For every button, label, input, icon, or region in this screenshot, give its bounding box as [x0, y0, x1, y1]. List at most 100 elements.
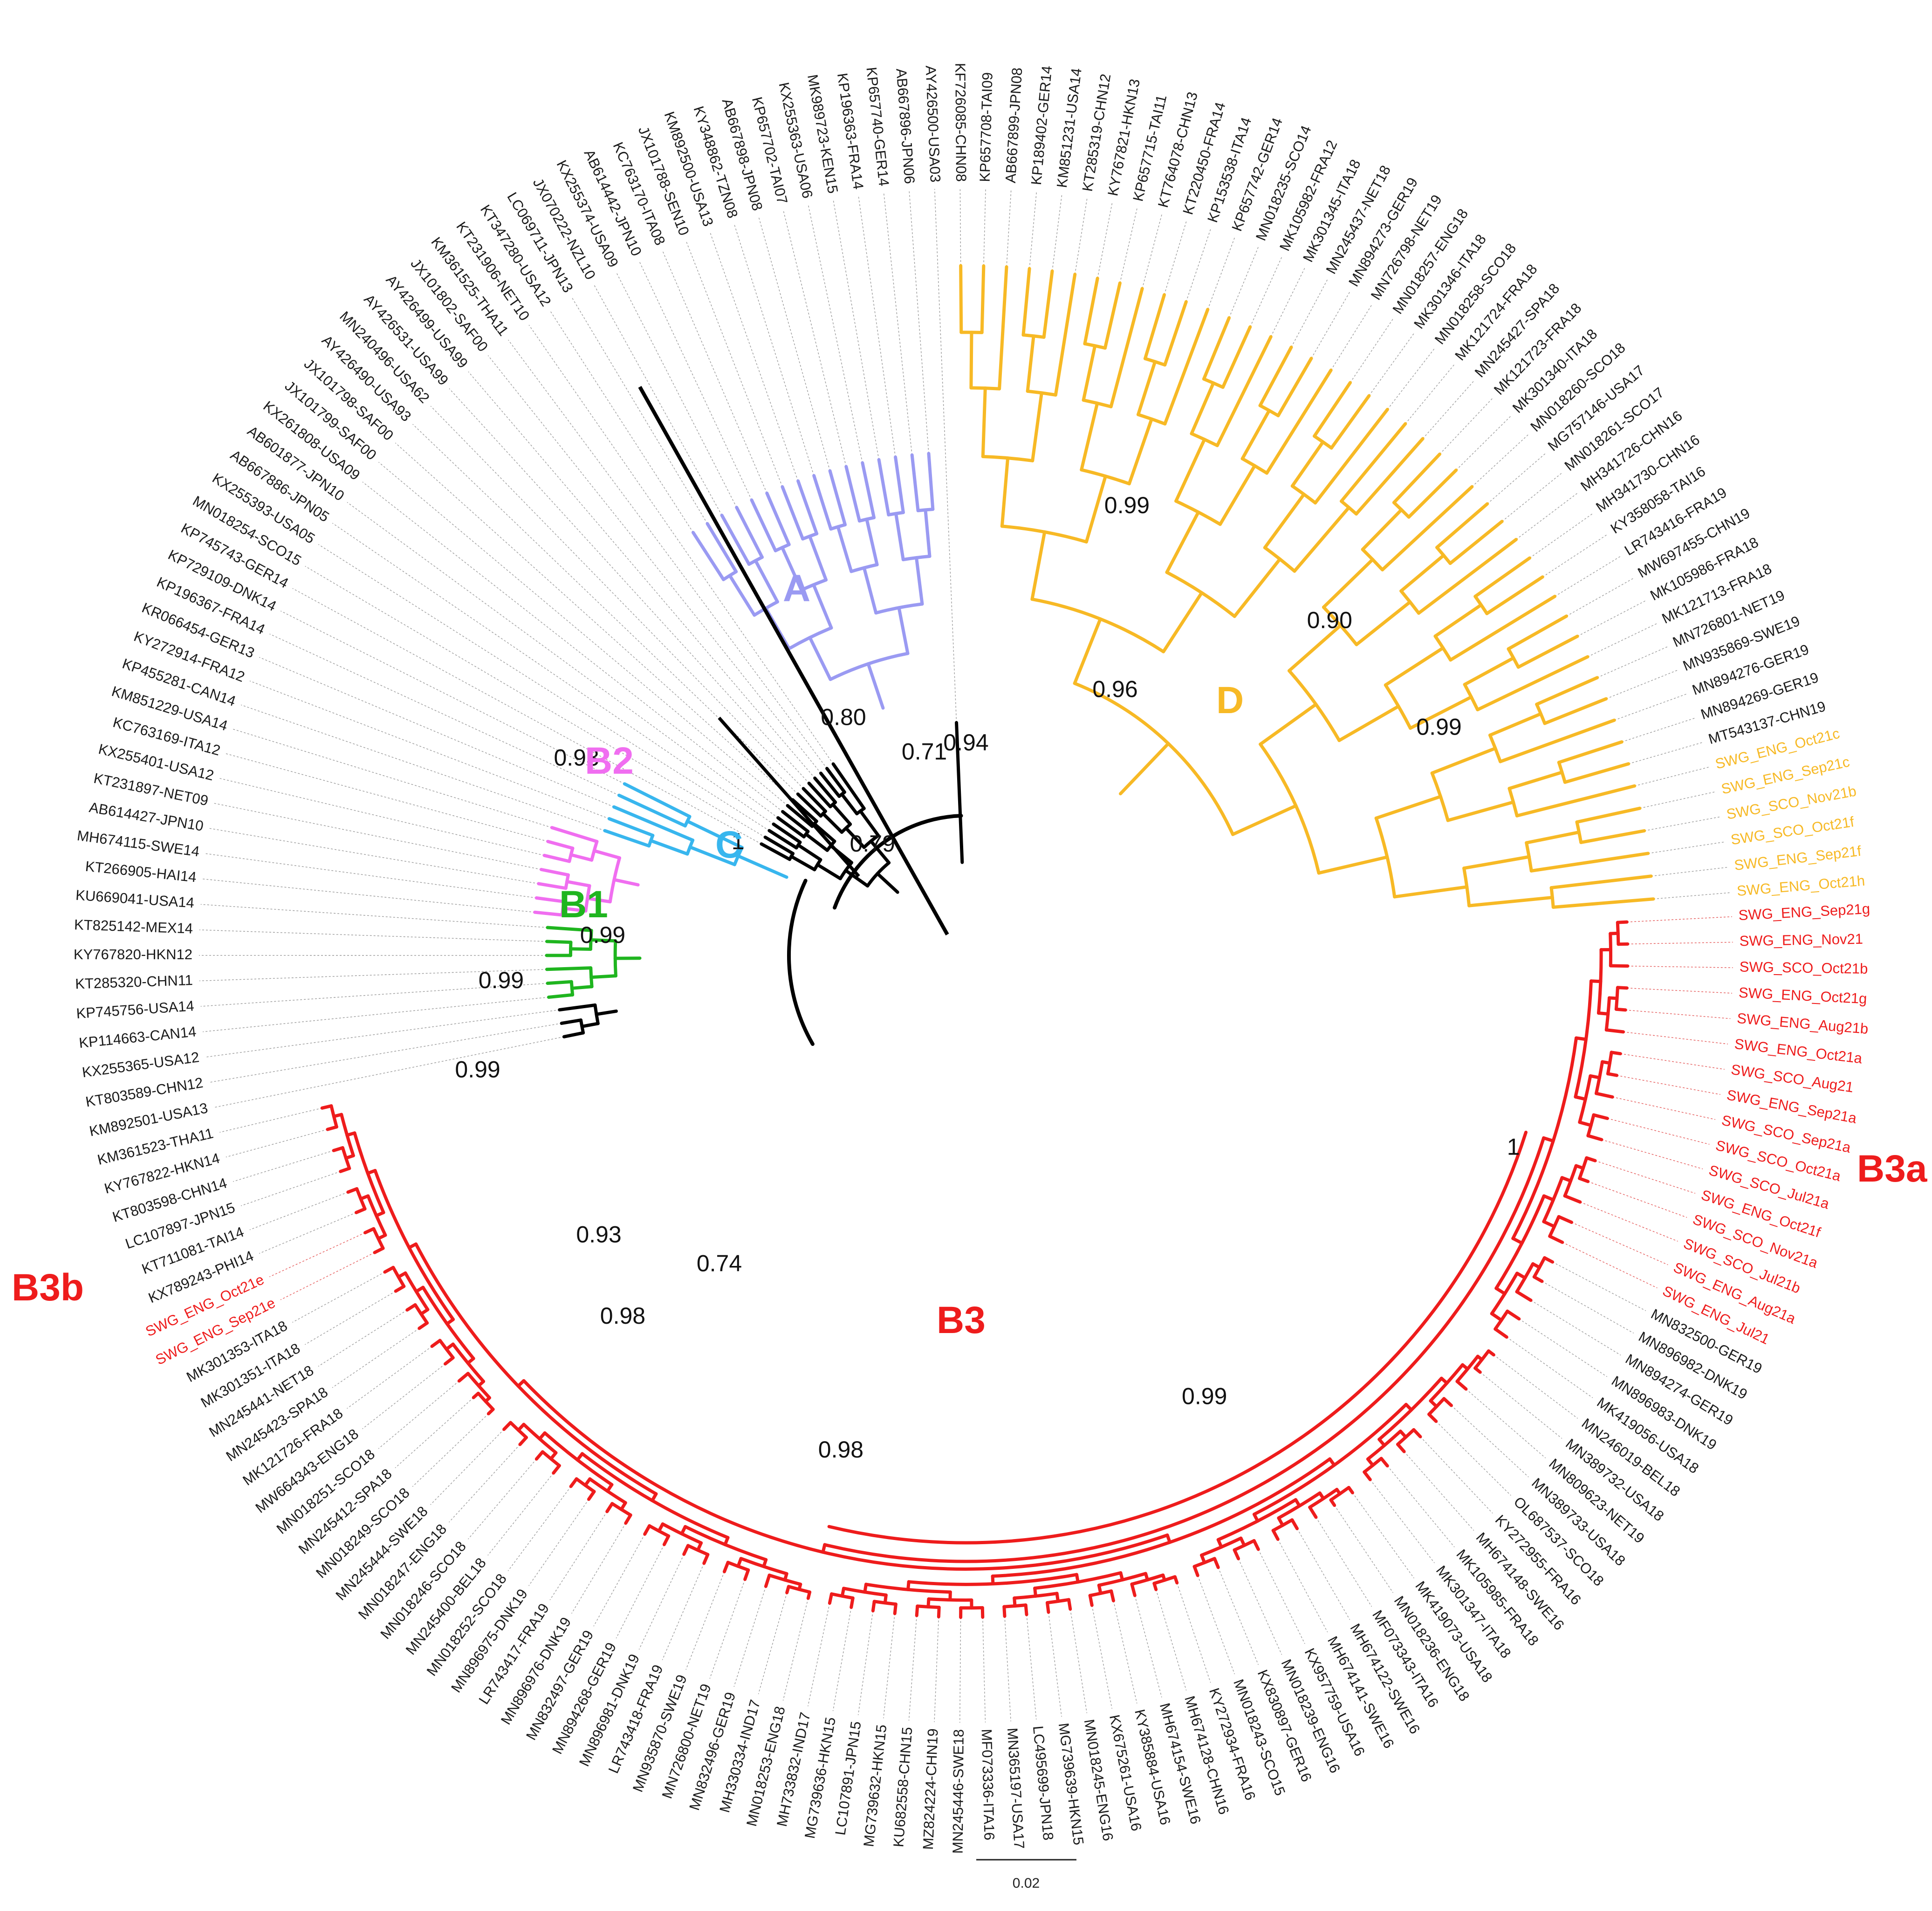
- branch-A: [812, 583, 833, 630]
- branch-D: [1340, 422, 1407, 503]
- branch-D: [1515, 784, 1637, 818]
- support-value: 0.93: [576, 1222, 621, 1248]
- branch-A: [924, 508, 932, 558]
- tip-leader: [1091, 1605, 1112, 1709]
- branch-B3: [1130, 1582, 1137, 1597]
- tip-label: KF726085-CHN08: [952, 63, 969, 182]
- backbone-branch: [718, 716, 860, 878]
- tip-leader: [571, 297, 708, 524]
- tip-leader: [203, 879, 535, 913]
- branch-D: [1073, 617, 1102, 685]
- tip-leader: [292, 588, 762, 845]
- branch-A: [910, 453, 920, 513]
- tip-leader: [550, 310, 694, 533]
- tip-leader: [662, 1563, 705, 1660]
- branch-O: [807, 782, 832, 809]
- tip-leader: [733, 224, 815, 476]
- support-value: 0.74: [697, 1251, 742, 1277]
- branch-D: [1317, 855, 1389, 875]
- tip-leader: [662, 250, 767, 494]
- tip-leader: [1612, 1096, 1716, 1120]
- tip-leader: [1628, 742, 1703, 764]
- tip-label: SWG_ENG_Oct21g: [1738, 984, 1867, 1007]
- branch-B2: [542, 853, 571, 863]
- tip-leader: [1634, 766, 1710, 786]
- branch-B2: [569, 853, 594, 862]
- branch-O: [831, 803, 852, 826]
- branch-C: [607, 817, 655, 837]
- tip-leader: [487, 1472, 554, 1556]
- branch-D: [1355, 600, 1412, 646]
- tree-branches: [320, 264, 1655, 1619]
- tip-leader: [219, 778, 545, 856]
- tip-leader: [1571, 1222, 1668, 1265]
- branch-O: [813, 822, 836, 843]
- branch-B3: [1548, 1234, 1564, 1244]
- branch-O: [804, 832, 829, 852]
- tip-leader: [1296, 1528, 1350, 1620]
- branch-D: [1174, 438, 1206, 503]
- branch-B3: [1088, 1594, 1094, 1607]
- tip-leader: [1541, 1281, 1634, 1334]
- tip-label: SWG_ENG_Oct21a: [1733, 1036, 1863, 1067]
- support-value: 0.99: [455, 1056, 500, 1082]
- tip-label: SWG_ENG_Nov21: [1739, 931, 1863, 949]
- tip-leader: [1350, 318, 1394, 383]
- branch-D: [1361, 508, 1403, 551]
- tip-leader: [616, 272, 737, 508]
- tip-leader: [1004, 1616, 1011, 1722]
- branch-D: [1462, 855, 1531, 870]
- branch-D: [998, 265, 1008, 391]
- tip-leader: [1506, 1337, 1593, 1398]
- branch-A: [865, 517, 879, 566]
- branch-A: [862, 566, 878, 615]
- tip-leader: [1436, 1421, 1511, 1496]
- branch-D: [1557, 740, 1624, 764]
- branch-D: [1143, 293, 1166, 360]
- tip-leader: [203, 997, 549, 1032]
- tip-leader: [318, 1309, 408, 1367]
- branch-B3: [743, 1568, 750, 1581]
- branch-D: [1430, 746, 1497, 775]
- branch-A: [754, 559, 779, 604]
- branch-A: [706, 522, 738, 573]
- tip-leader: [347, 502, 778, 818]
- tip-label: KM851231-USA14: [1054, 67, 1085, 189]
- branch-D: [1575, 806, 1642, 824]
- branch-D: [1392, 452, 1442, 504]
- support-value: 0.79: [850, 831, 895, 857]
- tip-leader: [449, 1444, 521, 1523]
- tip-leader: [1142, 213, 1163, 289]
- branch-D: [1313, 381, 1352, 438]
- tip-leader: [1451, 1405, 1529, 1478]
- branch-D: [1543, 697, 1608, 725]
- support-value: 0.90: [1307, 607, 1352, 633]
- tip-leader: [758, 1592, 788, 1694]
- branch-B1: [589, 974, 617, 979]
- tip-leader: [528, 324, 834, 764]
- branch-D: [1314, 407, 1389, 505]
- tip-label: KY767820-HKN12: [74, 946, 192, 962]
- branch-D: [1516, 634, 1579, 669]
- branch-B2: [533, 910, 564, 917]
- branch-D: [1030, 530, 1047, 601]
- branch-C: [685, 819, 744, 849]
- branch-D: [1549, 874, 1653, 890]
- clade-label-B2: B2: [585, 740, 634, 782]
- tip-label: KT825142-MEX14: [74, 916, 193, 937]
- tip-leader: [1639, 791, 1716, 809]
- branch-B3: [457, 1372, 470, 1383]
- branch-D: [1407, 468, 1458, 519]
- tip-label: KP196363-FRA14: [834, 72, 867, 190]
- tip-leader: [209, 828, 539, 884]
- tip-leader: [206, 853, 537, 899]
- branch-D: [1488, 712, 1543, 737]
- support-value: 0.80: [821, 704, 866, 730]
- branch-A: [866, 662, 885, 710]
- branch-D: [1240, 409, 1271, 461]
- tip-label: KU669041-USA14: [75, 887, 195, 911]
- tip-leader: [259, 657, 614, 807]
- branch-A: [894, 512, 905, 562]
- tip-leader: [1625, 1010, 1731, 1019]
- tip-leader: [487, 355, 821, 774]
